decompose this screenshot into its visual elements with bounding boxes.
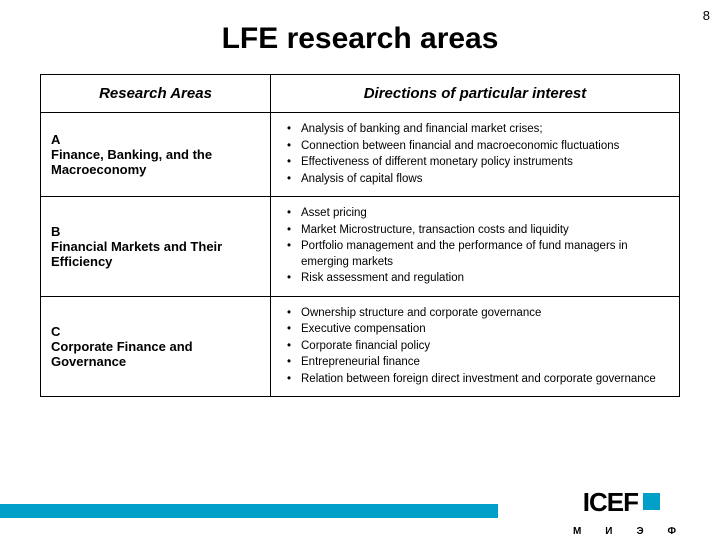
area-letter: B: [51, 224, 67, 239]
directions-cell-c: Ownership structure and corporate govern…: [271, 296, 680, 397]
table-row: C Corporate Finance and Governance Owner…: [41, 296, 680, 397]
direction-item: Connection between financial and macroec…: [281, 139, 669, 155]
direction-item: Analysis of capital flows: [281, 172, 669, 188]
direction-item: Analysis of banking and financial market…: [281, 122, 669, 138]
area-cell-c: C Corporate Finance and Governance: [41, 296, 271, 397]
logo-subtext: МИЭФ: [573, 526, 700, 537]
table-row: A Finance, Banking, and the Macroeconomy…: [41, 113, 680, 197]
area-text: Financial Markets and Their Efficiency: [51, 239, 241, 269]
logo-square-icon: [643, 493, 660, 510]
direction-item: Effectiveness of different monetary poli…: [281, 155, 669, 171]
research-table: Research Areas Directions of particular …: [40, 74, 680, 397]
direction-item: Executive compensation: [281, 322, 669, 338]
table-row: B Financial Markets and Their Efficiency…: [41, 197, 680, 297]
direction-item: Ownership structure and corporate govern…: [281, 306, 669, 322]
header-research-areas: Research Areas: [41, 75, 271, 113]
direction-item: Risk assessment and regulation: [281, 271, 669, 287]
direction-item: Portfolio management and the performance…: [281, 239, 669, 270]
directions-cell-b: Asset pricing Market Microstructure, tra…: [271, 197, 680, 297]
direction-item: Market Microstructure, transaction costs…: [281, 223, 669, 239]
area-cell-a: A Finance, Banking, and the Macroeconomy: [41, 113, 271, 197]
teal-accent-bar: [0, 504, 498, 518]
area-cell-b: B Financial Markets and Their Efficiency: [41, 197, 271, 297]
direction-item: Asset pricing: [281, 206, 669, 222]
header-directions: Directions of particular interest: [271, 75, 680, 113]
direction-item: Entrepreneurial finance: [281, 355, 669, 371]
area-letter: C: [51, 324, 67, 339]
logo-text: ICEF: [583, 487, 638, 518]
footer: ICEF МИЭФ: [0, 478, 720, 540]
area-text: Corporate Finance and Governance: [51, 339, 241, 369]
area-letter: A: [51, 132, 67, 147]
direction-item: Corporate financial policy: [281, 339, 669, 355]
direction-item: Relation between foreign direct investme…: [281, 372, 669, 388]
directions-cell-a: Analysis of banking and financial market…: [271, 113, 680, 197]
icef-logo: ICEF: [583, 487, 660, 518]
page-title: LFE research areas: [0, 0, 720, 74]
area-text: Finance, Banking, and the Macroeconomy: [51, 147, 241, 177]
page-number: 8: [703, 8, 710, 23]
